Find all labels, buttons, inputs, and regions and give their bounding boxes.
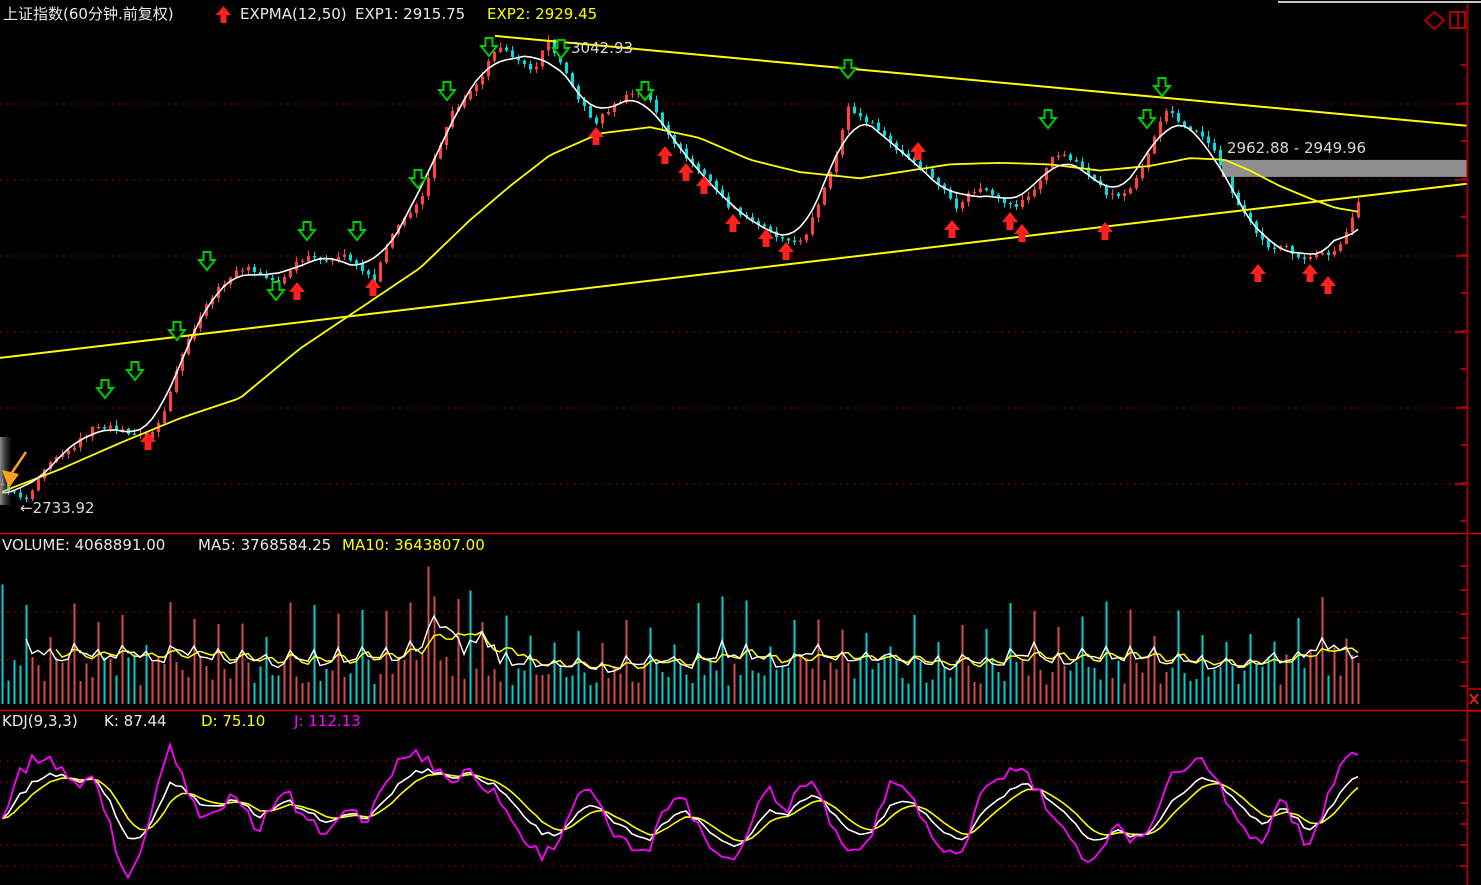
buy-signal-arrows [140,127,1336,450]
sell-signal-arrows [94,37,1173,400]
indicator-name-label: EXPMA(12,50) [240,5,347,23]
exp2-line [1,126,1359,493]
gap-zone [1222,159,1467,177]
split-window-icon[interactable] [1449,11,1467,34]
low-price-label: ←2733.92 [20,499,95,517]
chart-title: 上证指数(60分钟.前复权) [3,5,174,23]
kdj-indicator-label: KDJ(9,3,3) [2,712,78,730]
annotation-arrow-icon [2,470,19,488]
axis-ticks [1455,64,1468,867]
window-border-line [1278,1,1481,3]
trendline-resistance[interactable] [494,34,1468,127]
kdj-j-line [1,741,1359,880]
volume-ma5-label: MA5: 3768584.25 [198,536,332,554]
exp1-line [1,55,1359,494]
kdj-d-line [1,773,1359,842]
diamond-tool-icon[interactable] [1423,10,1446,34]
exp1-value-label: EXP1: 2915.75 [355,5,466,23]
indicator-pane-close-button[interactable] [1467,688,1481,717]
signal-up-arrow-icon [216,6,231,27]
peak-price-label: 3042.93 [571,39,634,57]
volume-ma10-label: MA10: 3643807.00 [342,536,485,554]
kdj-k-label: K: 87.44 [104,712,167,730]
volume-value-label: VOLUME: 4068891.00 [2,536,166,554]
volume-ma5-line [25,614,1359,673]
kdj-k-line [1,768,1359,848]
exp2-value-label: EXP2: 2929.45 [487,5,598,23]
trendline-support[interactable] [0,182,1468,359]
kdj-j-label: J: 112.13 [294,712,361,730]
kdj-d-label: D: 75.10 [201,712,266,730]
gap-range-label: 2962.88 - 2949.96 [1227,139,1367,157]
volume-bars [1,566,1360,704]
